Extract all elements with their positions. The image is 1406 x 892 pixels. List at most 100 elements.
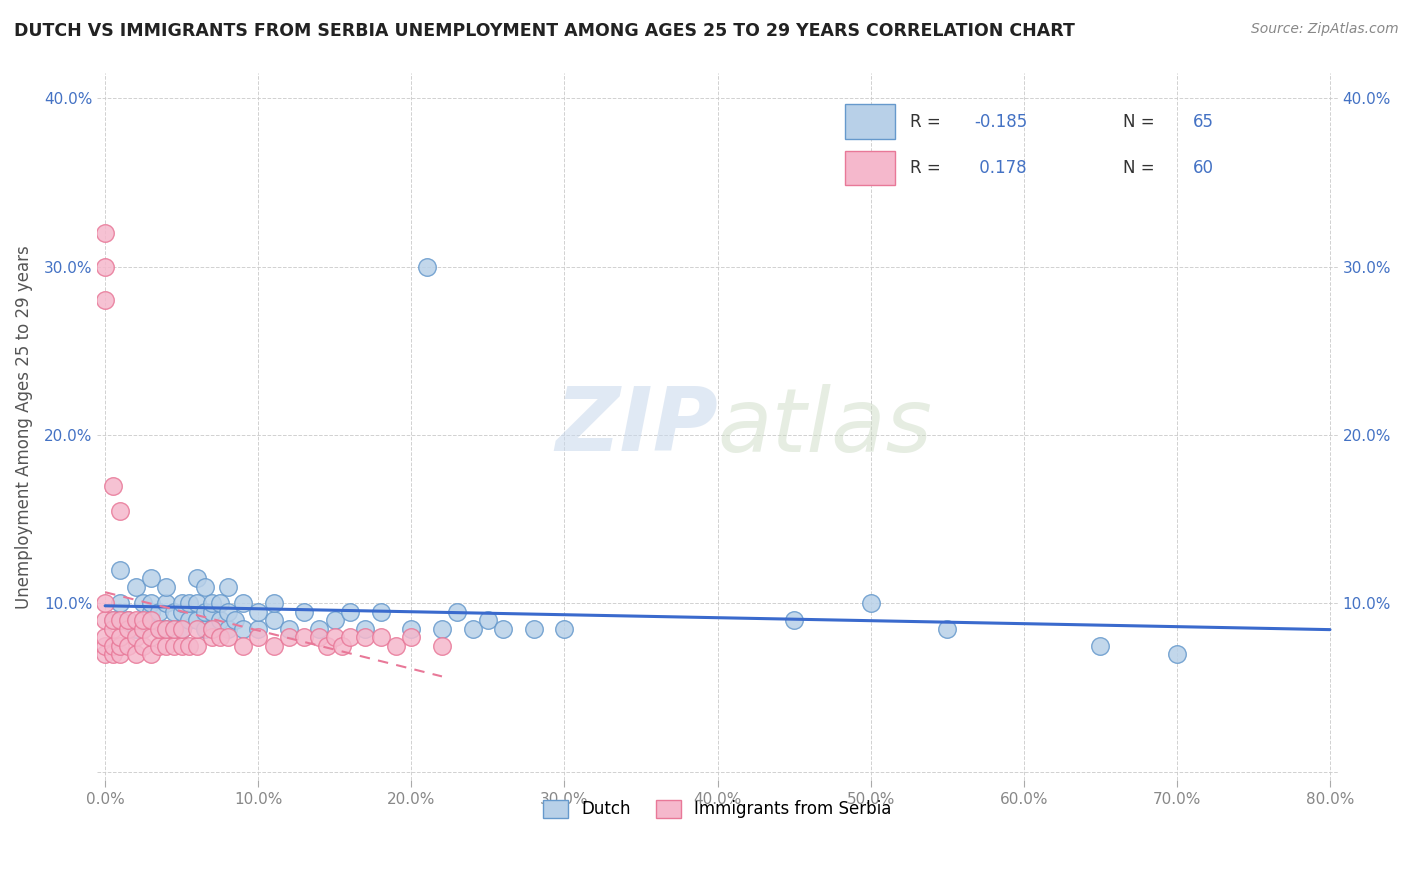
Point [323, 630, 346, 644]
Point [415, 260, 437, 274]
Text: Source: ZipAtlas.com: Source: ZipAtlas.com [1251, 22, 1399, 37]
Point [94, 226, 117, 240]
Point [194, 605, 217, 619]
Point [1090, 639, 1112, 653]
Point [232, 597, 254, 611]
Point [308, 630, 330, 644]
Point [110, 597, 132, 611]
Point [783, 613, 806, 627]
Point [170, 622, 193, 636]
Point [292, 630, 315, 644]
Point [523, 622, 546, 636]
Point [139, 605, 162, 619]
Point [94, 293, 117, 308]
Point [208, 613, 231, 627]
Point [101, 647, 124, 661]
Point [186, 597, 208, 611]
Point [332, 639, 354, 653]
Point [155, 639, 177, 653]
Point [354, 622, 377, 636]
Point [110, 647, 132, 661]
Point [101, 622, 124, 636]
Point [110, 639, 132, 653]
Point [208, 597, 231, 611]
Point [217, 622, 239, 636]
Point [232, 622, 254, 636]
Point [101, 613, 124, 627]
Point [170, 622, 193, 636]
Point [339, 630, 361, 644]
Point [263, 597, 285, 611]
Point [132, 622, 155, 636]
Point [446, 605, 468, 619]
Point [148, 622, 170, 636]
Point [316, 639, 339, 653]
Point [94, 260, 117, 274]
Point [179, 597, 201, 611]
Point [323, 613, 346, 627]
Point [139, 647, 162, 661]
Point [477, 613, 499, 627]
Point [117, 613, 139, 627]
Point [139, 597, 162, 611]
Point [139, 630, 162, 644]
Point [117, 613, 139, 627]
Point [125, 647, 148, 661]
Point [201, 630, 224, 644]
Point [208, 630, 231, 644]
Point [148, 622, 170, 636]
Point [163, 622, 186, 636]
Point [155, 580, 177, 594]
Point [110, 613, 132, 627]
Point [308, 622, 330, 636]
Point [132, 639, 155, 653]
Point [155, 597, 177, 611]
Point [201, 597, 224, 611]
Point [117, 622, 139, 636]
Point [232, 639, 254, 653]
Point [179, 613, 201, 627]
Point [186, 613, 208, 627]
Point [370, 605, 392, 619]
Point [201, 605, 224, 619]
Point [132, 622, 155, 636]
Point [217, 580, 239, 594]
Point [1166, 647, 1188, 661]
Point [339, 605, 361, 619]
Point [224, 613, 246, 627]
Point [94, 639, 117, 653]
Point [155, 622, 177, 636]
Point [170, 639, 193, 653]
Point [430, 639, 453, 653]
Point [201, 622, 224, 636]
Point [247, 630, 270, 644]
Point [553, 622, 575, 636]
Point [110, 504, 132, 518]
Point [217, 605, 239, 619]
Point [385, 639, 408, 653]
Point [110, 630, 132, 644]
Point [461, 622, 484, 636]
Point [186, 622, 208, 636]
Point [163, 639, 186, 653]
Point [125, 622, 148, 636]
Point [139, 613, 162, 627]
Point [125, 630, 148, 644]
Point [263, 613, 285, 627]
Point [492, 622, 515, 636]
Point [94, 597, 117, 611]
Point [430, 622, 453, 636]
Point [94, 647, 117, 661]
Legend: Dutch, Immigrants from Serbia: Dutch, Immigrants from Serbia [537, 793, 898, 825]
Point [170, 597, 193, 611]
Point [94, 613, 117, 627]
Point [148, 639, 170, 653]
Point [194, 580, 217, 594]
Point [170, 605, 193, 619]
Point [277, 630, 299, 644]
Point [139, 571, 162, 585]
Point [247, 622, 270, 636]
Point [117, 639, 139, 653]
Point [155, 622, 177, 636]
Point [186, 639, 208, 653]
